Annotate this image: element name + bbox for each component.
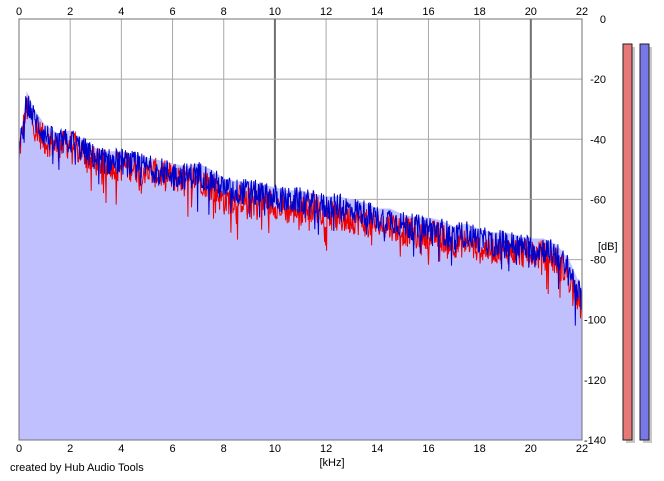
x-tick-label-top: 18 [474, 6, 486, 18]
y-tick-label: -100 [584, 315, 606, 327]
spectrum-traces [18, 91, 583, 440]
y-tick-label: -20 [590, 74, 606, 86]
plot-border [18, 18, 583, 441]
y-tick-label: -80 [590, 255, 606, 267]
left-level-meter [622, 43, 633, 441]
x-tick-label-top: 0 [16, 6, 22, 18]
y-tick-label: -120 [584, 375, 606, 387]
x-tick-label-top: 8 [221, 6, 227, 18]
x-tick-label-bottom: 18 [474, 443, 486, 455]
level-meters [622, 43, 652, 443]
y-axis-label: [dB] [598, 241, 618, 253]
x-tick-label-top: 22 [576, 6, 588, 18]
x-tick-label-bottom: 16 [422, 443, 434, 455]
x-tick-label-top: 16 [422, 6, 434, 18]
x-tick-label-top: 2 [67, 6, 73, 18]
x-tick-label-top: 12 [320, 6, 332, 18]
x-tick-label-top: 6 [169, 6, 175, 18]
x-axis-label: [kHz] [319, 457, 344, 469]
plot-frame [18, 18, 583, 441]
x-tick-label-bottom: 10 [269, 443, 281, 455]
x-tick-label-top: 10 [269, 6, 281, 18]
x-tick-labels-bottom: 0 2 4 6 8 10 12 14 16 18 20 22 [16, 443, 588, 455]
series-line-red [18, 97, 583, 321]
x-tick-label-bottom: 4 [118, 443, 124, 455]
credit-text: created by Hub Audio Tools [10, 462, 144, 474]
x-tick-labels-top: 0 2 4 6 8 10 12 14 16 18 20 22 [16, 6, 588, 18]
x-tick-label-bottom: 6 [169, 443, 175, 455]
y-tick-labels: 0 -20 -40 -60 -80 -100 -120 -140 [584, 14, 606, 447]
x-tick-label-top: 14 [371, 6, 383, 18]
right-level-meter [639, 43, 650, 441]
x-tick-label-bottom: 20 [525, 443, 537, 455]
x-tick-label-bottom: 22 [576, 443, 588, 455]
x-tick-label-top: 20 [525, 6, 537, 18]
y-tick-label: -60 [590, 194, 606, 206]
series-line-blue [18, 95, 583, 326]
x-tick-label-bottom: 14 [371, 443, 383, 455]
x-tick-label-bottom: 2 [67, 443, 73, 455]
y-tick-label: 0 [600, 14, 606, 26]
x-tick-label-bottom: 0 [16, 443, 22, 455]
y-tick-label: -140 [584, 435, 606, 447]
x-tick-label-bottom: 8 [221, 443, 227, 455]
x-tick-label-bottom: 12 [320, 443, 332, 455]
x-tick-label-top: 4 [118, 6, 124, 18]
y-tick-label: -40 [590, 134, 606, 146]
